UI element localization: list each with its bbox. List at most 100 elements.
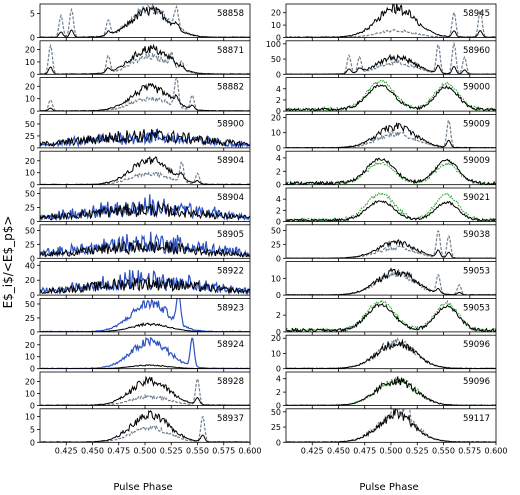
panel: 0 10 20 58924 — [25, 334, 251, 374]
x-tick-label: 0.450 — [81, 446, 104, 455]
panel: 0 20 40 58922 — [25, 261, 251, 300]
panel-label: 58945 — [463, 9, 490, 19]
y-tick-label: 10 — [271, 349, 281, 358]
y-tick-label: 10 — [271, 274, 281, 283]
panel: 0 2 4 59021 — [276, 187, 497, 227]
panel: 0 10 59053 — [271, 261, 497, 300]
series-line-main — [286, 84, 496, 112]
x-tick-label: 0.550 — [186, 446, 209, 455]
panel-label: 59117 — [463, 414, 490, 424]
y-tick-label: 100 — [266, 40, 281, 49]
y-tick-label: 25 — [25, 314, 35, 323]
panel-label: 59009 — [463, 156, 490, 166]
y-tick-label: 50 — [25, 190, 35, 199]
series-line-main — [286, 303, 496, 332]
series-line-secondary — [286, 41, 496, 75]
y-tick-label: 40 — [25, 261, 35, 270]
series-line-secondary — [40, 128, 250, 148]
panel: 0 10 20 59009 — [271, 113, 497, 153]
y-tick-label: 0 — [30, 438, 35, 447]
panel-label: 58904 — [217, 156, 244, 166]
x-tick-label: 0.550 — [432, 446, 455, 455]
series-line-main — [286, 200, 496, 222]
panel: 0 50 100 58960 — [266, 40, 497, 79]
panel: 0 2 59053 — [276, 297, 497, 337]
panel-label: 59038 — [463, 230, 490, 240]
y-tick-label: 25 — [25, 132, 35, 141]
panel-label: 58858 — [217, 9, 244, 19]
y-tick-label: 2 — [276, 206, 281, 215]
y-tick-label: 0 — [30, 365, 35, 374]
y-tick-label: 20 — [25, 82, 35, 91]
y-tick-label: 10 — [25, 413, 35, 422]
series-line-main — [286, 4, 496, 38]
y-tick-label: 10 — [25, 58, 35, 67]
y-tick-label: 0 — [30, 181, 35, 190]
panel: 0 25 50 58905 — [25, 224, 251, 263]
panel: 0 10 20 58882 — [25, 77, 251, 116]
panel-label: 58904 — [217, 193, 244, 203]
y-tick-label: 4 — [276, 85, 281, 94]
y-tick-label: 0 — [30, 70, 35, 79]
y-tick-label: 10 — [271, 21, 281, 30]
y-tick-label: 10 — [25, 390, 35, 399]
series-line-secondary — [286, 268, 496, 296]
y-tick-label: 20 — [271, 113, 281, 122]
y-tick-label: 20 — [25, 378, 35, 387]
x-tick-label: 0.475 — [107, 446, 130, 455]
x-tick-label: 0.500 — [134, 446, 157, 455]
y-tick-label: 0 — [276, 291, 281, 300]
y-tick-label: 0 — [276, 365, 281, 374]
panel-label: 58923 — [217, 303, 244, 313]
y-tick-label: 10 — [271, 129, 281, 138]
panel: 0 25 50 58904 — [25, 187, 251, 227]
panel-label: 58928 — [217, 377, 244, 387]
series-line-main — [40, 202, 250, 221]
panel: 0 25 50 58900 — [25, 114, 251, 153]
panel-label: 59096 — [463, 377, 490, 387]
y-tick-label: 0 — [276, 144, 281, 153]
y-axis-label: E$_i$/<E$_p$> — [1, 216, 15, 309]
y-tick-label: 20 — [271, 334, 281, 343]
y-tick-label: 2 — [276, 96, 281, 105]
panel: 0 5 10 58937 — [25, 408, 251, 447]
x-tick-label: 0.525 — [406, 446, 429, 455]
y-tick-label: 0 — [30, 291, 35, 300]
x-tick-label: 0.575 — [212, 446, 235, 455]
y-tick-label: 20 — [25, 45, 35, 54]
series-line-secondary — [286, 161, 496, 185]
y-tick-label: 2 — [276, 388, 281, 397]
panel-label: 59021 — [463, 193, 490, 203]
x-tick-label: 0.450 — [327, 446, 350, 455]
y-tick-label: 4 — [276, 195, 281, 204]
y-tick-label: 2 — [276, 311, 281, 320]
panel-label: 59009 — [463, 119, 490, 129]
panel-label: 59000 — [463, 83, 490, 93]
panel: 0 25 50 59038 — [271, 224, 497, 263]
y-tick-label: 0 — [276, 402, 281, 411]
panel-label: 58900 — [217, 119, 244, 129]
y-tick-label: 10 — [25, 169, 35, 178]
panel: 0 10 20 59096 — [271, 334, 497, 374]
panel: 0 25 50 58923 — [25, 297, 251, 337]
x-tick-label: 0.475 — [353, 446, 376, 455]
panel-label: 58960 — [463, 46, 490, 56]
y-tick-label: 0 — [276, 254, 281, 263]
panel: 0 2 4 59096 — [276, 371, 497, 411]
y-tick-label: 0 — [30, 218, 35, 227]
panel-label: 58924 — [217, 340, 244, 350]
y-tick-label: 0 — [276, 438, 281, 447]
y-tick-label: 25 — [271, 423, 281, 432]
y-tick-label: 25 — [25, 240, 35, 249]
x-tick-label: 0.500 — [380, 446, 403, 455]
y-tick-label: 0 — [30, 402, 35, 411]
y-tick-label: 0 — [276, 218, 281, 227]
y-tick-label: 50 — [25, 120, 35, 129]
y-tick-label: 50 — [271, 55, 281, 64]
series-line-main — [286, 239, 496, 259]
series-line-main — [40, 82, 250, 112]
y-tick-label: 20 — [25, 341, 35, 350]
y-tick-label: 0 — [276, 70, 281, 79]
series-line-main — [286, 157, 496, 185]
